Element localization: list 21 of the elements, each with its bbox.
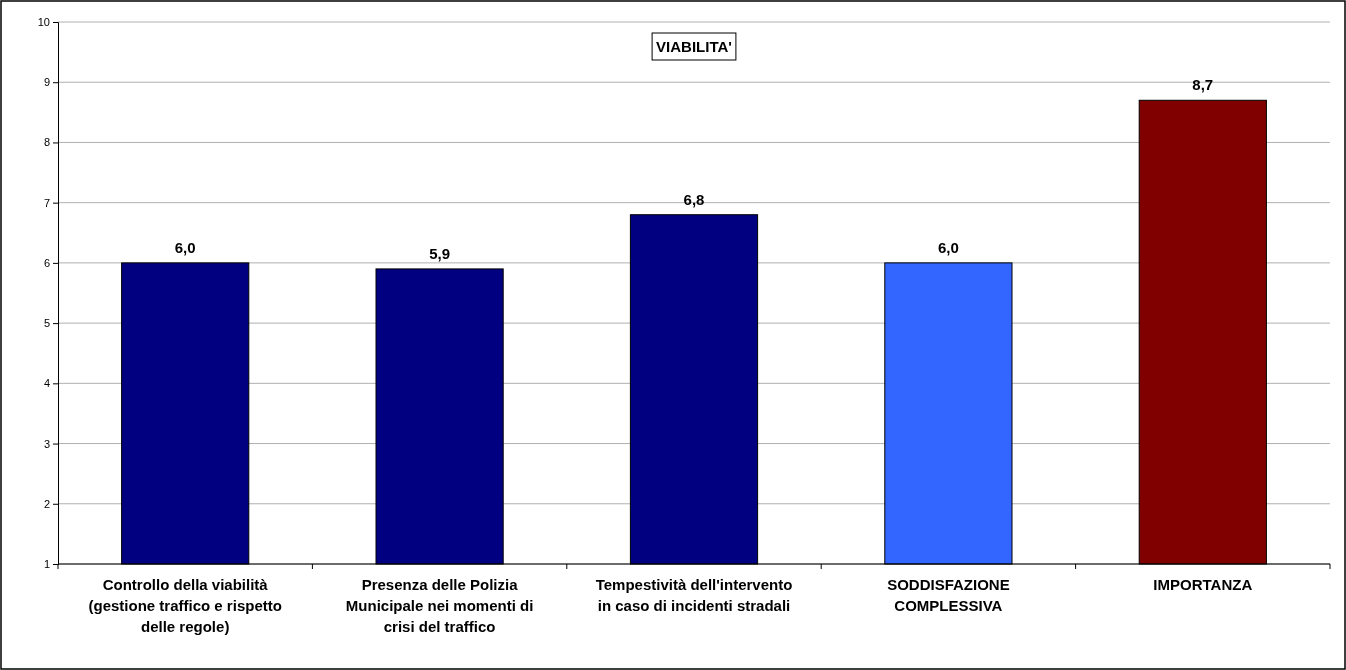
y-tick-label: 8	[43, 136, 50, 149]
data-label: 6,8	[683, 190, 705, 208]
y-tick-label: 9	[43, 76, 50, 89]
x-tick-label: Presenza delle Polizia Municipale nei momenti di crisi del traffico	[345, 576, 534, 635]
y-tick-label: 7	[43, 196, 50, 209]
y-tick-label: 3	[43, 437, 50, 450]
y-tick-label: 1	[43, 558, 50, 571]
y-tick-label: 4	[43, 377, 50, 390]
y-tick-label: 5	[43, 317, 50, 330]
x-tick-label: IMPORTANZA	[1153, 576, 1253, 593]
x-tick-label: Tempestività dell'intervento in caso di incidenti stradali	[595, 576, 793, 614]
x-tick-label: SODDISFAZIONE COMPLESSIVA	[887, 576, 1010, 614]
text: VIABILITA'	[656, 38, 732, 55]
y-tick-label: 10	[37, 16, 50, 29]
data-label: 6,0	[174, 238, 196, 256]
data-label: 8,7	[1192, 76, 1214, 94]
y-tick-label: 6	[43, 256, 50, 269]
x-tick-label: Controllo della viabilità (gestione traffico e rispetto delle regole)	[88, 576, 282, 635]
data-label: 5,9	[429, 244, 451, 262]
data-label: 6,0	[937, 238, 959, 256]
y-tick-label: 2	[43, 497, 50, 510]
